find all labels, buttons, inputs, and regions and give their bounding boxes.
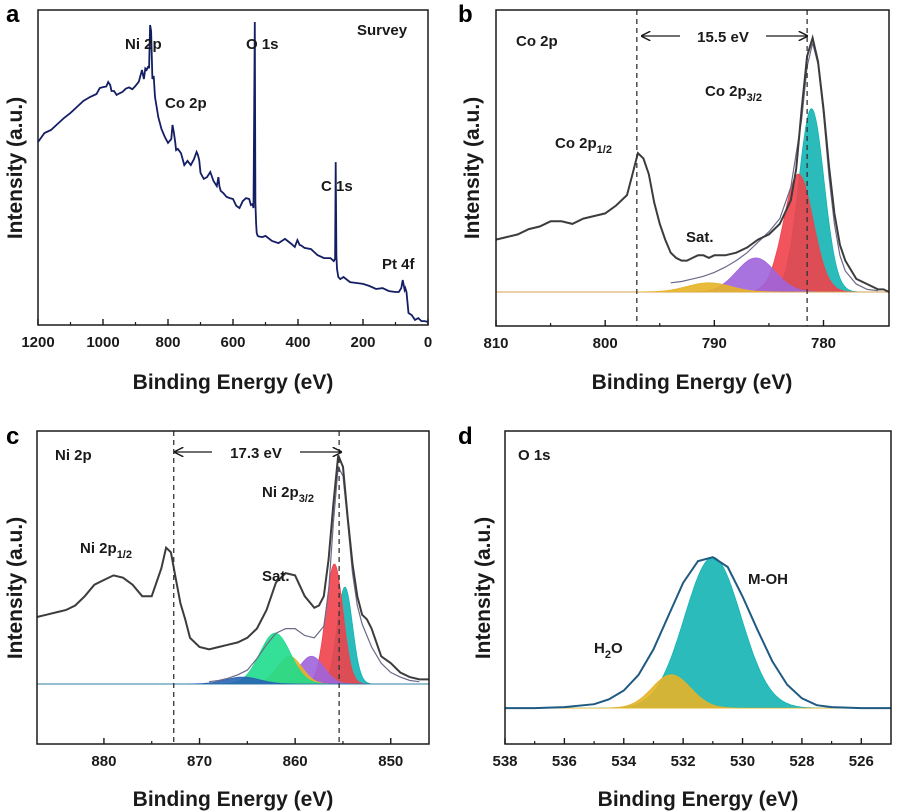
panel-label-c: c: [6, 423, 19, 450]
x-tick-label: 534: [611, 753, 637, 770]
x-tick-label: 860: [283, 753, 308, 770]
annotation-moh: M-OH: [748, 571, 788, 588]
annotation-ni2p12-main: Ni 2p: [80, 540, 117, 557]
x-tick-label: 880: [91, 753, 116, 770]
panel-b: b 15.5 eV Co 2p Co 2p1/2 Co 2p3/2 Sat. 8…: [458, 1, 890, 394]
x-tick-label: 780: [811, 335, 836, 352]
plot-frame-c: [36, 430, 430, 745]
separation-label-bg-c: [212, 441, 300, 463]
x-ticks-a: 1200 1000 800 600 400 200 0: [21, 319, 432, 351]
dashed-markers-c: [173, 431, 340, 744]
y-axis-label-a: Intensity (a.u.): [4, 97, 27, 239]
x-axis-label-d: Binding Energy (eV): [598, 788, 799, 811]
x-tick-label: 810: [483, 335, 508, 352]
panel-c: c 17.3 eV Ni 2p Ni 2p1/2 Ni 2p3/2 Sat. 8…: [4, 423, 430, 811]
fitted-peak: [496, 282, 888, 293]
separation-label-bg-b: [680, 25, 766, 47]
annotation-co2p32-main: Co 2p: [705, 83, 747, 100]
fit-envelope-b: [670, 42, 879, 292]
x-tick-label: 600: [220, 334, 245, 351]
y-axis-label-c: Intensity (a.u.): [4, 517, 27, 659]
panel-title-c: Ni 2p: [55, 447, 92, 464]
x-axis-label-c: Binding Energy (eV): [133, 788, 334, 811]
x-axis-label-b: Binding Energy (eV): [592, 371, 793, 394]
panel-label-d: d: [458, 423, 473, 450]
x-tick-label: 800: [155, 334, 180, 351]
annotation-sat-c: Sat.: [262, 568, 290, 585]
plot-frame-a: [37, 9, 429, 326]
separation-label-c: 17.3 eV: [230, 445, 282, 462]
panel-label-a: a: [6, 1, 20, 28]
survey-spectrum-line: [37, 21, 429, 323]
panel-label-b: b: [458, 1, 473, 28]
dashed-markers-b: [636, 10, 808, 326]
ni2p-raw-spectrum: [36, 454, 429, 681]
annotation-h2o: H2O: [594, 640, 623, 661]
x-ticks-d: 538 536 534 532 530 528 526: [492, 738, 874, 770]
x-tick-label: 538: [492, 753, 517, 770]
annotation-co2p: Co 2p: [165, 95, 207, 112]
annotation-ni2p32: Ni 2p3/2: [262, 484, 314, 505]
x-tick-label: 530: [730, 753, 755, 770]
annotation-c1s: C 1s: [321, 178, 353, 195]
x-tick-label: 536: [552, 753, 577, 770]
x-tick-label: 800: [593, 335, 618, 352]
panel-title-b: Co 2p: [516, 33, 558, 50]
x-tick-label: 0: [424, 334, 432, 351]
x-tick-label: 400: [285, 334, 310, 351]
x-tick-label: 870: [187, 753, 212, 770]
separation-label-b: 15.5 eV: [697, 29, 749, 46]
x-axis-label-a: Binding Energy (eV): [133, 371, 334, 394]
x-tick-label: 790: [702, 335, 727, 352]
x-ticks-b: 810 800 790 780: [483, 320, 836, 352]
panel-title-d: O 1s: [518, 447, 551, 464]
y-axis-label-d: Intensity (a.u.): [472, 517, 495, 659]
x-tick-label: 850: [378, 753, 403, 770]
annotation-co2p12-main: Co 2p: [555, 135, 597, 152]
fit-envelope-c: [209, 464, 420, 683]
annotation-co2p12: Co 2p1/2: [555, 135, 612, 156]
fitted-peak: [505, 674, 891, 709]
plot-frame-d: [504, 430, 892, 745]
fitted-peaks-d: [505, 556, 891, 709]
co2p-raw-spectrum: [495, 33, 890, 293]
x-tick-label: 528: [789, 753, 814, 770]
annotation-ni2p12: Ni 2p1/2: [80, 540, 132, 561]
y-axis-label-b: Intensity (a.u.): [461, 97, 484, 239]
fitted-peak: [505, 556, 891, 709]
x-tick-label: 532: [671, 753, 696, 770]
annotation-h2o-main: H: [594, 640, 605, 657]
x-tick-label: 526: [849, 753, 874, 770]
x-tick-label: 200: [350, 334, 375, 351]
x-ticks-c: 880 870 860 850: [91, 738, 403, 770]
plot-frame-b: [495, 9, 890, 327]
survey-title: Survey: [357, 22, 408, 39]
panel-a: a 1200 1000 800 600 400 200 0 Survey Ni 2p Co …: [4, 1, 432, 394]
annotation-ni2p32-main: Ni 2p: [262, 484, 299, 501]
annotation-co2p32: Co 2p3/2: [705, 83, 762, 104]
annotation-sat-b: Sat.: [686, 229, 714, 246]
fitted-peak: [37, 676, 429, 685]
o1s-raw-spectrum: [505, 556, 891, 710]
x-tick-label: 1000: [86, 334, 119, 351]
fitted-peak: [37, 586, 429, 685]
annotation-o1s: O 1s: [246, 36, 279, 53]
x-tick-label: 1200: [21, 334, 54, 351]
annotation-ni2p: Ni 2p: [125, 36, 162, 53]
fitted-peaks-c: [37, 563, 429, 685]
panel-d: d O 1s M-OH H2O 538 536 534 532 530 528 526 Bi…: [458, 423, 892, 811]
annotation-pt4f: Pt 4f: [382, 256, 416, 273]
